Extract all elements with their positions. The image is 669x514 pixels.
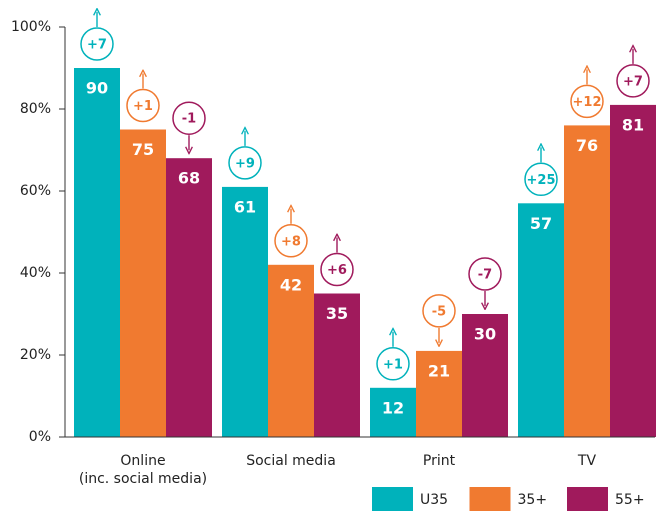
value-label: 61	[234, 197, 256, 216]
legend-label: 35+	[518, 492, 548, 508]
legend-label: 55+	[615, 492, 645, 508]
bar	[610, 104, 656, 438]
bar	[314, 293, 360, 437]
y-tick-label: 60%	[20, 183, 51, 199]
change-circle	[274, 224, 308, 258]
change-circle	[616, 64, 650, 98]
value-label: 42	[280, 275, 302, 294]
value-label: 35	[326, 304, 348, 323]
x-tick-label: Online	[120, 453, 165, 469]
bar	[74, 68, 120, 437]
value-label: 21	[428, 361, 450, 380]
y-tick-label: 20%	[20, 347, 51, 363]
change-label: +1	[133, 99, 153, 114]
change-circle	[126, 88, 160, 123]
value-label: 57	[530, 214, 552, 233]
change-label: +1	[383, 357, 403, 372]
change-label: +12	[573, 95, 602, 110]
change-label: -5	[432, 304, 446, 319]
bar	[120, 129, 166, 437]
change-label: +7	[623, 74, 643, 89]
bar	[518, 203, 564, 437]
x-tick-label: (inc. social media)	[79, 471, 207, 487]
change-circle	[422, 294, 456, 328]
value-label: 75	[132, 140, 154, 159]
change-circle	[172, 101, 206, 135]
legend-label: U35	[420, 492, 448, 508]
change-circle	[376, 347, 410, 381]
change-label: +9	[235, 156, 255, 171]
bar	[268, 264, 314, 437]
change-circle	[228, 146, 262, 180]
x-tick-label: Print	[423, 453, 456, 469]
change-circle	[320, 252, 354, 287]
value-label: 12	[382, 398, 404, 417]
x-tick-label: Social media	[246, 453, 336, 469]
change-circle	[80, 27, 114, 61]
bar	[222, 186, 268, 437]
bar	[166, 158, 212, 437]
bar	[564, 125, 610, 438]
value-label: 76	[576, 136, 598, 155]
change-label: +6	[327, 263, 347, 278]
value-label: 90	[86, 79, 108, 98]
change-circle	[524, 162, 558, 197]
change-label: +7	[87, 38, 107, 53]
y-tick-label: 40%	[20, 265, 51, 281]
value-label: 68	[178, 169, 200, 188]
x-tick-label: TV	[577, 453, 597, 469]
change-label: -7	[478, 268, 492, 283]
change-label: +8	[281, 234, 301, 249]
value-label: 81	[622, 115, 644, 134]
y-tick-label: 100%	[11, 19, 51, 35]
change-label: +25	[527, 173, 556, 188]
y-tick-label: 0%	[29, 429, 51, 445]
change-circle	[570, 84, 604, 119]
legend-swatch	[567, 487, 608, 511]
y-tick-label: 80%	[20, 101, 51, 117]
bar	[462, 314, 508, 437]
bar	[416, 350, 462, 437]
change-circle	[468, 257, 502, 291]
value-label: 30	[474, 325, 496, 344]
legend-swatch	[469, 487, 511, 511]
bar	[370, 387, 416, 437]
change-label: -1	[182, 112, 196, 127]
legend-swatch	[372, 487, 413, 511]
